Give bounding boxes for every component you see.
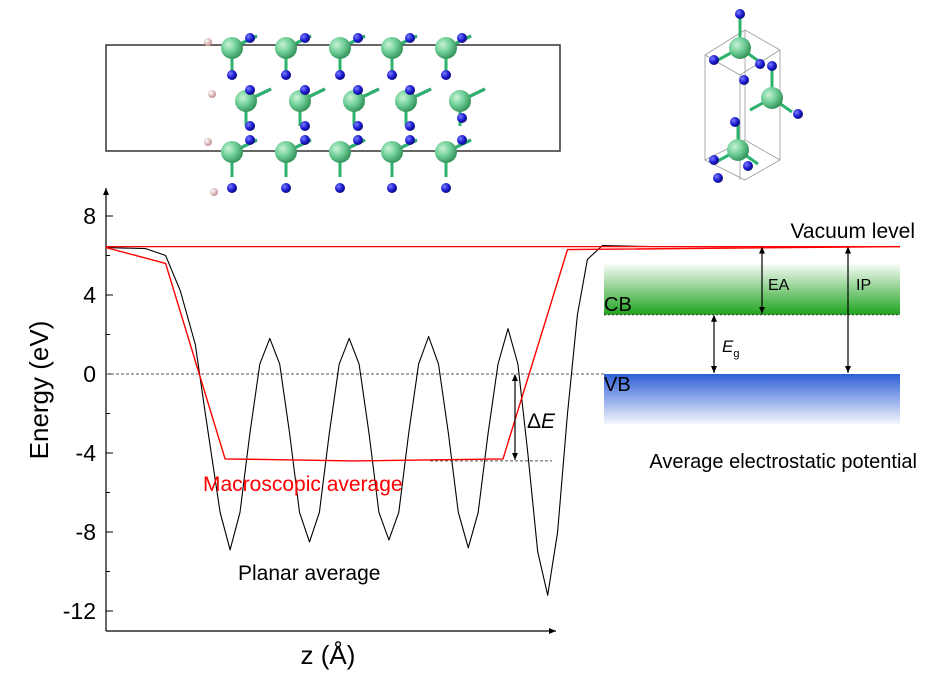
atom-large: [449, 90, 471, 112]
slab-cell-box: [105, 44, 561, 152]
atom-small: [335, 183, 345, 193]
ip-label: IP: [856, 277, 871, 294]
atom-large: [761, 87, 783, 109]
planar-average-line: [105, 245, 900, 596]
atom-small: [457, 33, 467, 43]
vb-label: VB: [604, 374, 631, 396]
atom-hydrogen: [210, 188, 218, 196]
atom-small: [730, 117, 740, 127]
delta-e-prefix: Δ: [527, 410, 541, 433]
atom-small: [713, 173, 723, 183]
cb-label: CB: [604, 294, 632, 316]
atom-small: [743, 161, 753, 171]
atom-small: [767, 61, 777, 71]
eg-label: Eg: [722, 337, 739, 360]
atom-large: [221, 141, 243, 163]
ea-label: EA: [768, 277, 790, 294]
vacuum-level-label: Vacuum level: [790, 220, 915, 243]
vb-band: [604, 374, 900, 424]
atom-small: [281, 183, 291, 193]
atom-small: [739, 75, 749, 85]
atom-small: [245, 121, 255, 131]
atom-small: [709, 55, 719, 65]
atom-large: [435, 141, 457, 163]
atom-small: [457, 135, 467, 145]
bulk-cell-box: [704, 29, 781, 181]
atom-large: [381, 37, 403, 59]
planar-average-label: Planar average: [238, 562, 380, 585]
eg-label-e: E: [722, 337, 734, 356]
bulk-cell-illustration: [704, 9, 803, 183]
atom-large: [235, 90, 257, 112]
atom-small: [405, 121, 415, 131]
atom-large: [289, 90, 311, 112]
atom-small: [227, 70, 237, 80]
atom-small: [300, 135, 310, 145]
atom-small: [300, 121, 310, 131]
atom-large: [435, 37, 457, 59]
atom-large: [275, 37, 297, 59]
y-tick-label: 8: [83, 203, 96, 229]
macroscopic-average-line: [105, 245, 901, 462]
eg-label-sub: g: [733, 348, 739, 360]
atom-hydrogen: [208, 90, 216, 98]
atom-small: [755, 59, 765, 69]
atom-small: [245, 85, 255, 95]
atom-small: [457, 113, 467, 123]
band-diagram: [106, 246, 900, 460]
y-tick-label: -12: [63, 598, 96, 624]
atom-small: [387, 70, 397, 80]
atom-small: [441, 70, 451, 80]
atom-small: [735, 9, 745, 19]
x-axis-label: z (Å): [301, 640, 356, 670]
atom-small: [793, 109, 803, 119]
atom-large: [275, 141, 297, 163]
atom-large: [727, 139, 749, 161]
atom-large: [329, 141, 351, 163]
atom-small: [353, 33, 363, 43]
atom-small: [387, 183, 397, 193]
atom-hydrogen: [204, 138, 212, 146]
atom-small: [405, 85, 415, 95]
y-tick-label: 4: [83, 282, 96, 308]
y-axis-label: Energy (eV): [24, 321, 54, 460]
y-tick-label: -4: [76, 440, 97, 466]
atom-large: [329, 37, 351, 59]
atom-small: [353, 85, 363, 95]
atom-small: [300, 33, 310, 43]
atom-small: [709, 155, 719, 165]
atom-small: [281, 70, 291, 80]
macroscopic-average-label: Macroscopic average: [203, 473, 403, 496]
atom-small: [353, 135, 363, 145]
atom-large: [729, 37, 751, 59]
atom-small: [245, 33, 255, 43]
average-potential-label: Average electrostatic potential: [649, 451, 917, 473]
atom-large: [381, 141, 403, 163]
atom-small: [405, 33, 415, 43]
y-tick-label: 0: [83, 361, 96, 387]
atom-small: [245, 135, 255, 145]
atom-small: [300, 85, 310, 95]
atom-hydrogen: [204, 38, 212, 46]
atom-small: [441, 183, 451, 193]
atom-large: [343, 90, 365, 112]
atom-small: [335, 70, 345, 80]
delta-e-label: ΔE: [527, 410, 556, 433]
atom-small: [405, 135, 415, 145]
atom-small: [353, 121, 363, 131]
y-tick-label: -8: [76, 519, 96, 545]
atom-small: [227, 183, 237, 193]
delta-e-italic: E: [541, 410, 556, 433]
atom-large: [221, 37, 243, 59]
atom-large: [395, 90, 417, 112]
slab-structure-illustration: [105, 33, 561, 196]
